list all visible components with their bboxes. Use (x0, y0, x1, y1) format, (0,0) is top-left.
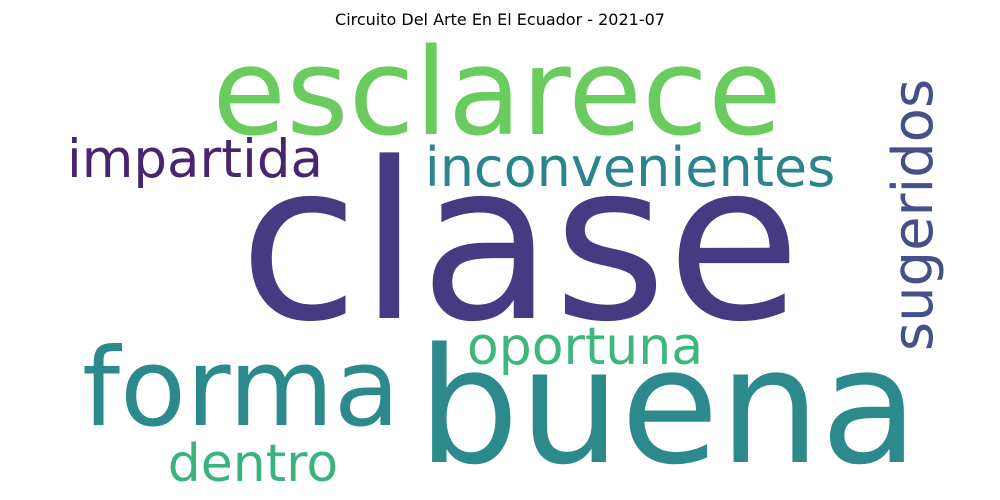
word-dentro: dentro (168, 434, 338, 494)
chart-title: Circuito Del Arte En El Ecuador - 2021-0… (335, 10, 665, 29)
word-sugeridos: sugeridos (881, 79, 946, 351)
word-inconvenientes: inconvenientes (425, 136, 836, 199)
word-esclarece: esclarece (212, 24, 782, 163)
word-oportuna: oportuna (467, 317, 703, 377)
word-forma: forma (82, 326, 400, 451)
word-impartida: impartida (67, 129, 323, 190)
word-clase: clase (239, 117, 801, 370)
word-buena: buena (418, 313, 919, 500)
